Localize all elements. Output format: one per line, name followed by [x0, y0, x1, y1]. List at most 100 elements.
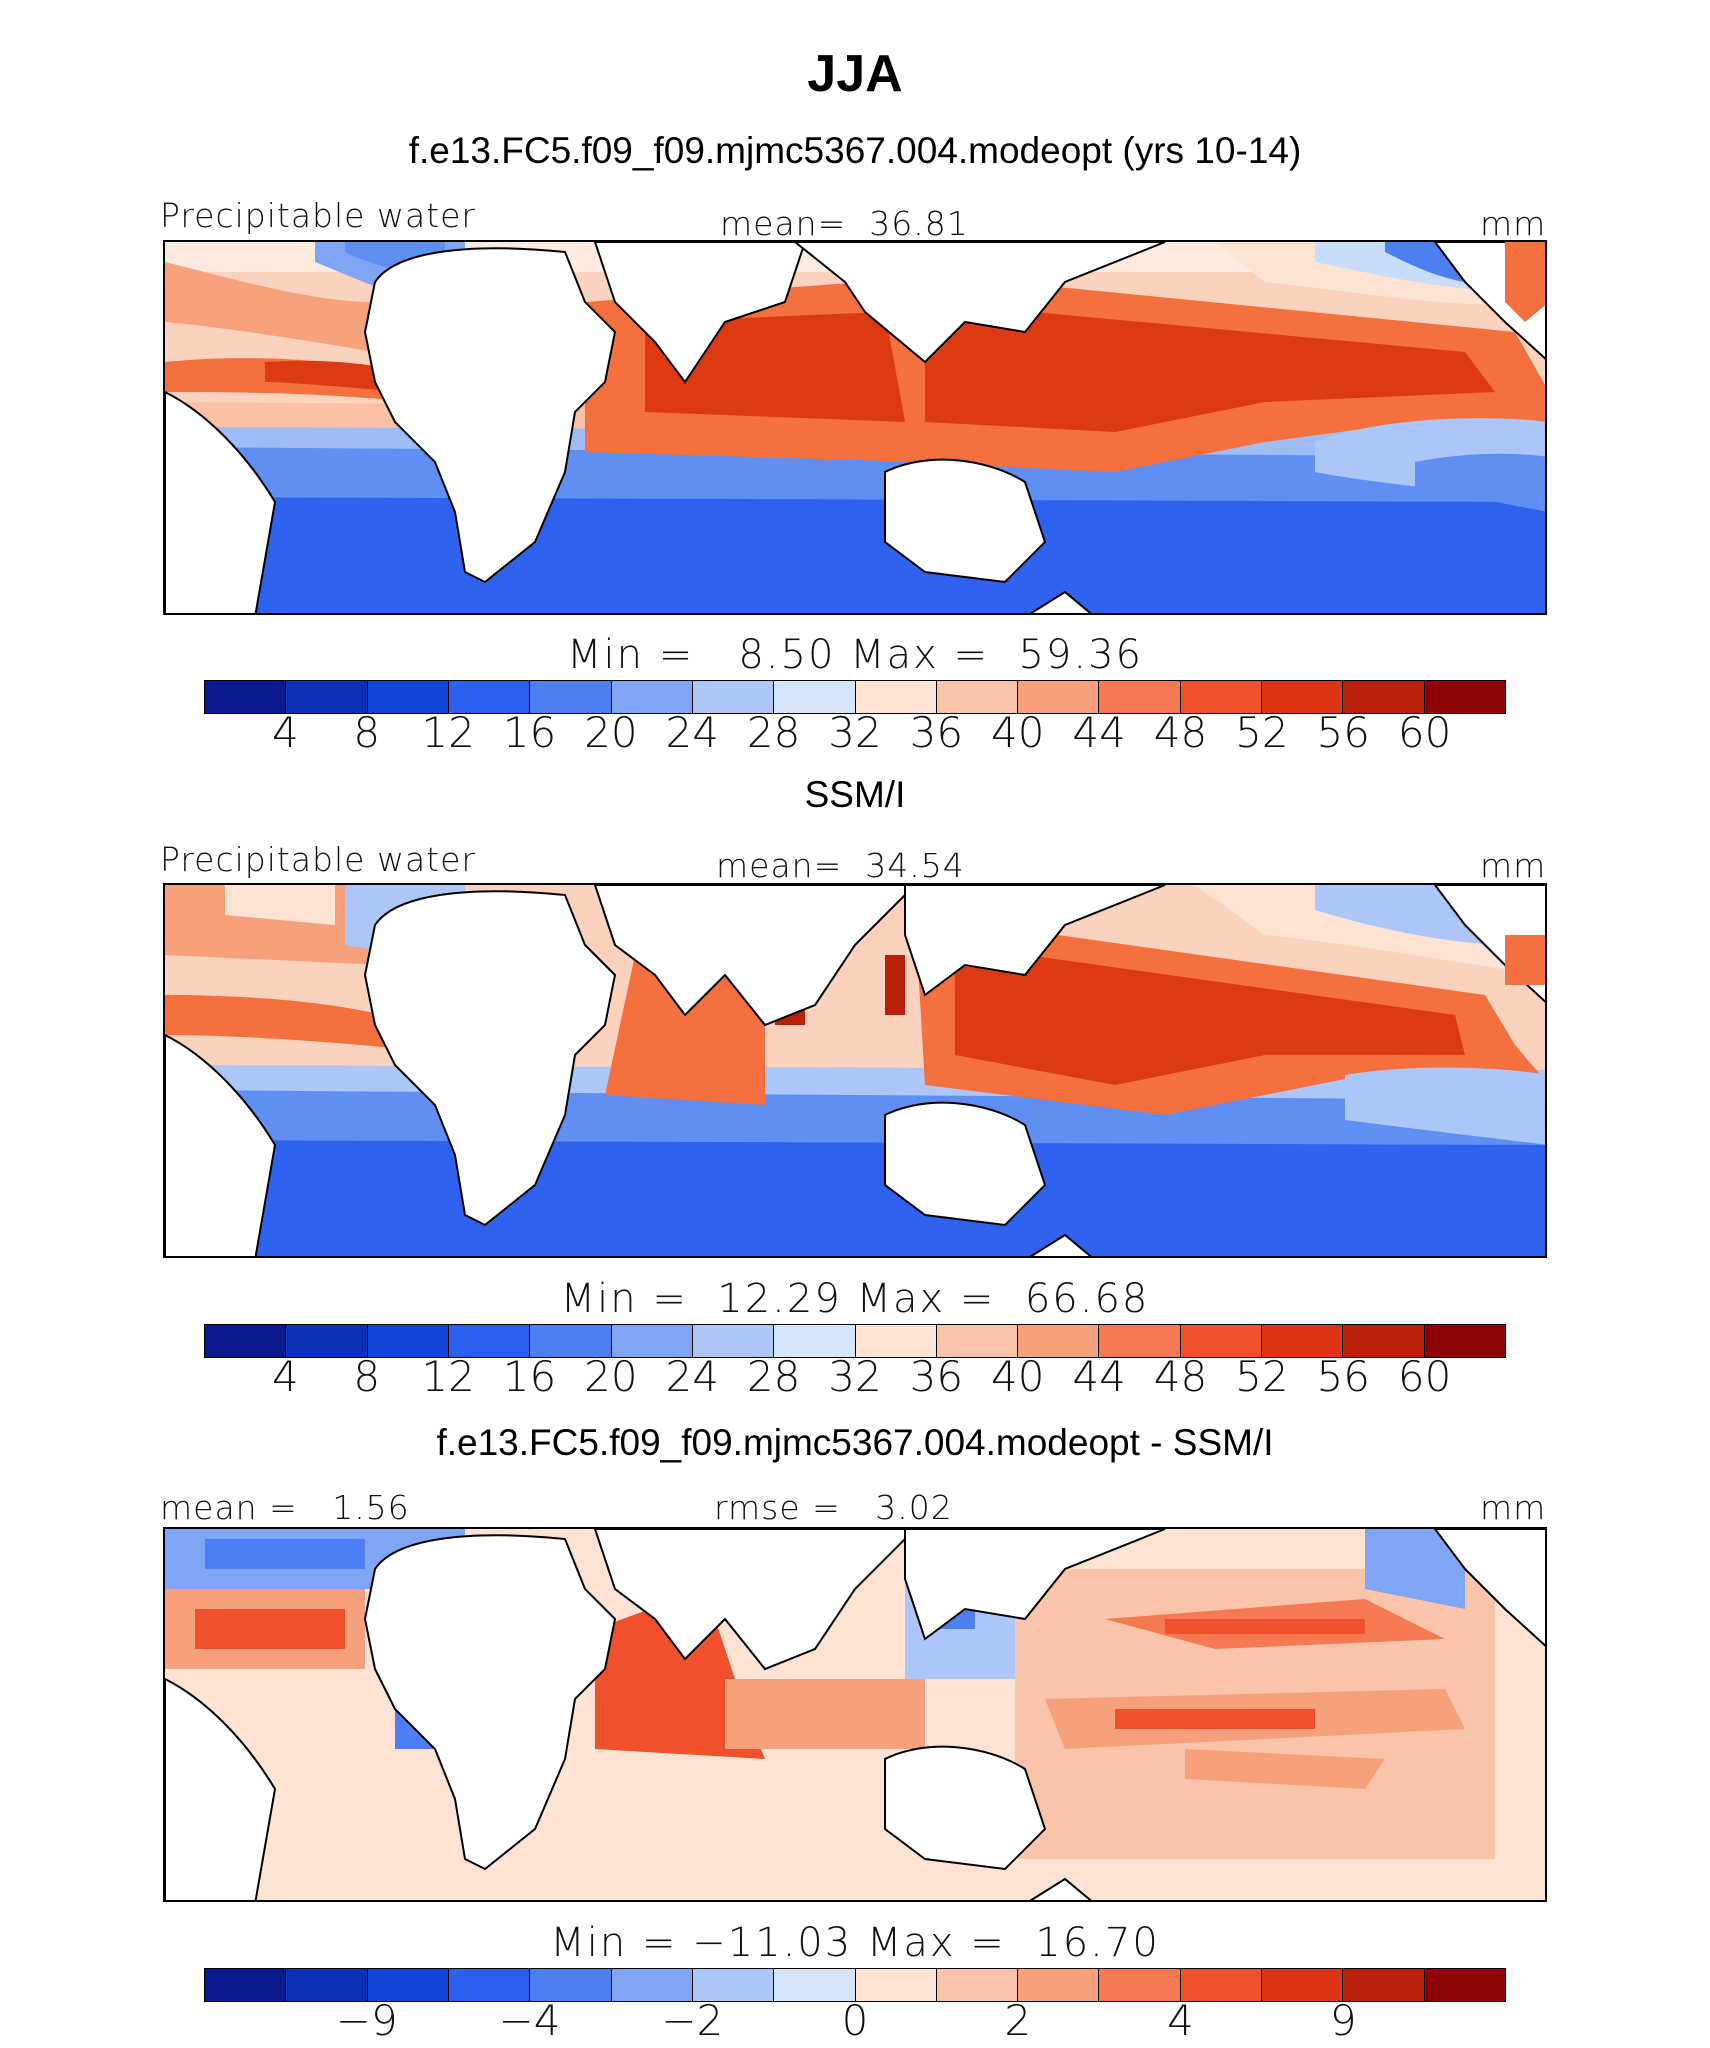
- colorbar-tick-label: 48: [1153, 1352, 1208, 1401]
- panel1-colorbar: [204, 680, 1506, 714]
- colorbar-cell: [855, 1969, 937, 2001]
- colorbar-tick-label: 52: [1235, 708, 1289, 757]
- colorbar-tick-label: −4: [498, 1996, 561, 2045]
- colorbar-cell: [1180, 1325, 1263, 1357]
- colorbar-cell: [774, 1325, 856, 1357]
- colorbar-tick-label: 60: [1397, 1352, 1452, 1401]
- panel1-minmax: Min = 8.50 Max = 59.36: [567, 632, 1143, 678]
- colorbar-tick-label: 40: [991, 708, 1045, 757]
- panel1-subtitle: f.e13.FC5.f09_f09.mjmc5367.004.modeopt (…: [408, 130, 1302, 171]
- colorbar-tick-label: 44: [1072, 1352, 1126, 1401]
- colorbar-cell: [205, 681, 287, 713]
- colorbar-cell: [1343, 681, 1425, 713]
- colorbar-cell: [692, 1969, 775, 2001]
- colorbar-cell: [448, 681, 531, 713]
- colorbar-cell: [286, 1969, 368, 2001]
- colorbar-cell: [1180, 681, 1263, 713]
- colorbar-cell: [774, 1969, 856, 2001]
- panel2-minmax: Min = 12.29 Max = 66.68: [560, 1276, 1150, 1322]
- panel2-subtitle: SSM/I: [804, 774, 906, 815]
- colorbar-cell: [1180, 1969, 1263, 2001]
- colorbar-tick-label: 40: [991, 1352, 1045, 1401]
- colorbar-tick-label: 9: [1329, 1996, 1357, 2045]
- colorbar-cell: [1262, 1325, 1344, 1357]
- colorbar-tick-label: 4: [1167, 1996, 1194, 2045]
- colorbar-tick-label: 8: [353, 708, 381, 757]
- colorbar-tick-label: 0: [841, 1996, 869, 2045]
- panel1-left-label: Precipitable water: [160, 196, 476, 235]
- colorbar-tick-label: 16: [502, 708, 557, 757]
- colorbar-tick-label: 60: [1397, 708, 1452, 757]
- colorbar-cell: [530, 1325, 612, 1357]
- colorbar-tick-label: 4: [272, 708, 299, 757]
- panel1-map: [163, 240, 1547, 615]
- colorbar-cell: [1099, 1325, 1181, 1357]
- colorbar-tick-label: 36: [909, 1352, 964, 1401]
- panel1-mean-label: mean= 36.81: [720, 204, 969, 243]
- colorbar-cell: [367, 681, 449, 713]
- colorbar-cell: [611, 681, 693, 713]
- colorbar-tick-label: 20: [584, 708, 638, 757]
- colorbar-tick-label: 8: [353, 1352, 381, 1401]
- panel3-subtitle: f.e13.FC5.f09_f09.mjmc5367.004.modeopt -…: [436, 1422, 1274, 1463]
- colorbar-cell: [367, 1969, 449, 2001]
- colorbar-tick-label: 24: [665, 708, 719, 757]
- colorbar-cell: [205, 1969, 287, 2001]
- colorbar-cell: [1099, 1969, 1181, 2001]
- colorbar-cell: [1018, 681, 1100, 713]
- colorbar-tick-label: 28: [746, 1352, 801, 1401]
- colorbar-cell: [1343, 1969, 1425, 2001]
- colorbar-cell: [936, 1325, 1019, 1357]
- colorbar-tick-label: −2: [661, 1996, 724, 2045]
- colorbar-cell: [936, 1969, 1019, 2001]
- colorbar-cell: [1018, 1969, 1100, 2001]
- colorbar-tick-label: 20: [584, 1352, 638, 1401]
- colorbar-cell: [611, 1969, 693, 2001]
- colorbar-tick-label: 4: [272, 1352, 299, 1401]
- colorbar-tick-label: 16: [502, 1352, 557, 1401]
- figure-title: JJA: [807, 45, 903, 103]
- colorbar-tick-label: 52: [1235, 1352, 1289, 1401]
- panel3-units-label: mm: [1480, 1488, 1547, 1527]
- colorbar-cell: [1262, 1969, 1344, 2001]
- colorbar-cell: [692, 1325, 775, 1357]
- panel2-colorbar: [204, 1324, 1506, 1358]
- colorbar-cell: [448, 1325, 531, 1357]
- colorbar-cell: [611, 1325, 693, 1357]
- colorbar-cell: [855, 1325, 937, 1357]
- colorbar-cell: [1099, 681, 1181, 713]
- colorbar-cell: [774, 681, 856, 713]
- colorbar-tick-label: 32: [828, 1352, 882, 1401]
- panel1-units-label: mm: [1480, 204, 1547, 243]
- colorbar-tick-label: 36: [909, 708, 964, 757]
- panel3-map: [163, 1527, 1547, 1902]
- panel2-mean-label: mean= 34.54: [716, 846, 965, 885]
- colorbar-cell: [205, 1325, 287, 1357]
- colorbar-cell: [448, 1969, 531, 2001]
- colorbar-tick-label: 32: [828, 708, 882, 757]
- panel3-minmax: Min = −11.03 Max = 16.70: [550, 1920, 1160, 1966]
- colorbar-tick-label: 28: [746, 708, 801, 757]
- colorbar-tick-label: 56: [1316, 708, 1370, 757]
- panel2-map: [163, 883, 1547, 1258]
- colorbar-cell: [286, 1325, 368, 1357]
- colorbar-cell: [1018, 1325, 1100, 1357]
- colorbar-tick-label: 12: [421, 708, 475, 757]
- colorbar-tick-label: 2: [1004, 1996, 1032, 2045]
- colorbar-cell: [1262, 681, 1344, 713]
- colorbar-cell: [367, 1325, 449, 1357]
- colorbar-tick-label: 24: [665, 1352, 719, 1401]
- panel2-units-label: mm: [1480, 846, 1547, 885]
- colorbar-cell: [286, 681, 368, 713]
- panel3-rmse-label: rmse = 3.02: [714, 1488, 953, 1527]
- colorbar-cell: [1424, 681, 1505, 713]
- colorbar-tick-label: 44: [1072, 708, 1126, 757]
- colorbar-tick-label: 12: [421, 1352, 475, 1401]
- panel3-colorbar: [204, 1968, 1506, 2002]
- colorbar-tick-label: 56: [1316, 1352, 1370, 1401]
- panel2-left-label: Precipitable water: [160, 840, 476, 879]
- colorbar-tick-label: 48: [1153, 708, 1208, 757]
- colorbar-cell: [1424, 1325, 1505, 1357]
- panel3-mean-label: mean = 1.56: [160, 1488, 410, 1527]
- colorbar-cell: [530, 1969, 612, 2001]
